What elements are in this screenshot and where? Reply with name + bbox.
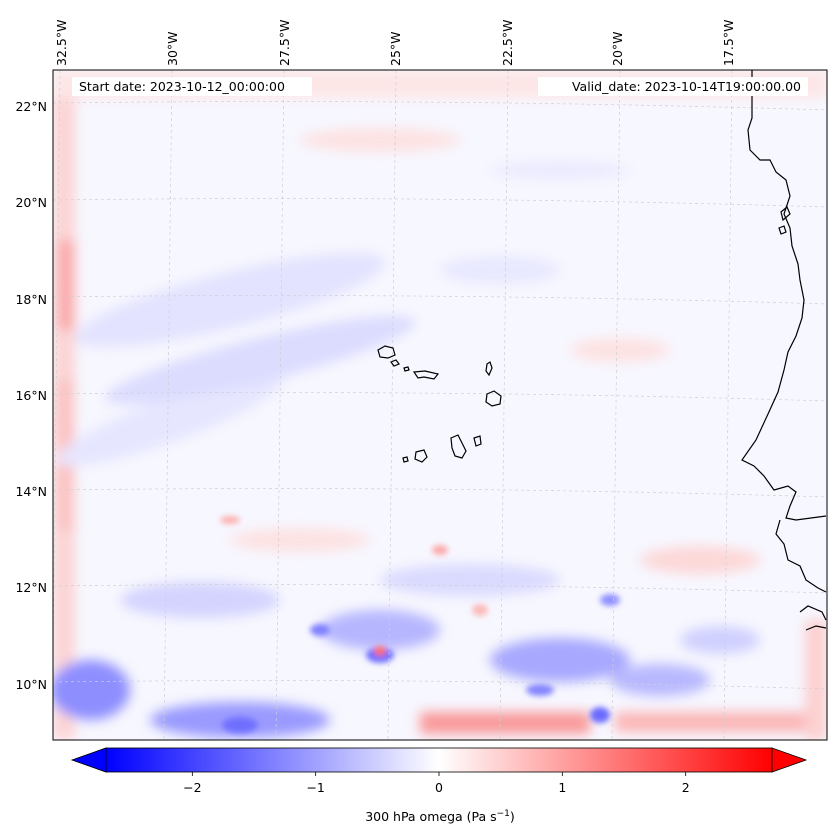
start-date-box [72, 77, 312, 96]
lat-tick-label: 22°N [15, 99, 47, 114]
map-panel: Start date: 2023-10-12_00:00:00 Valid_da… [53, 70, 827, 740]
cape-verde-sao-vicente [390, 359, 400, 367]
colorbar-tick-label: 1 [558, 780, 566, 795]
start-date-label: Start date: 2023-10-12_00:00:00 [79, 79, 285, 94]
cape-verde-santa-luzia [403, 366, 410, 372]
lat-tick-label: 16°N [15, 388, 47, 403]
lat-tick-label: 18°N [15, 292, 47, 307]
lon-tick-label: 27.5°W [277, 20, 292, 66]
colorbar-tick-label: 2 [682, 780, 690, 795]
lon-tick-label: 30°W [165, 31, 180, 66]
lat-tick-label: 12°N [15, 580, 47, 595]
cape-verde-brava [402, 456, 409, 463]
colorbar-ticks: −2 −1 0 1 2 [183, 772, 690, 795]
colorbar-max-extension [771, 747, 808, 773]
valid-date-label: Valid_date: 2023-10-14T19:00:00.00 [572, 79, 801, 94]
lon-tick-label: 20°W [610, 31, 625, 66]
cape-verde-fogo [414, 449, 428, 463]
omega-field-detail [220, 516, 620, 733]
colorbar-title-exp: −1 [497, 809, 510, 819]
colorbar-tick-label: −1 [306, 780, 324, 795]
cape-verde-sao-nicolau [412, 370, 440, 380]
cape-verde-santo-antao [377, 345, 396, 359]
colorbar-title: 300 hPa omega (Pa s−1) [365, 809, 515, 824]
cape-verde-sal [485, 361, 493, 377]
lat-tick-label: 20°N [15, 195, 47, 210]
africa-coastline [741, 70, 827, 631]
cape-verde-boa-vista [485, 390, 502, 407]
colorbar-title-main: 300 hPa omega (Pa s [365, 809, 496, 824]
valid-date-box [538, 77, 808, 96]
lon-tick-label: 25°W [388, 31, 403, 66]
lon-tick-label: 17.5°W [721, 20, 736, 66]
gorée-coastline [778, 206, 791, 235]
coastlines [377, 70, 827, 631]
lon-tick-label: 22.5°W [500, 20, 515, 66]
colorbar-tick-label: 0 [435, 780, 443, 795]
lon-tick-label: 32.5°W [54, 20, 69, 66]
colorbar: −2 −1 0 1 2 300 hPa omega (Pa s−1) [70, 747, 808, 824]
colorbar-tick-label: −2 [183, 780, 201, 795]
map-frame [52, 69, 828, 741]
latitude-labels: 22°N 20°N 18°N 16°N 14°N 12°N 10°N [15, 99, 47, 692]
lat-tick-label: 14°N [15, 484, 47, 499]
lat-tick-label: 10°N [15, 677, 47, 692]
colorbar-min-extension [70, 747, 107, 773]
cape-verde-maio [473, 435, 482, 447]
colorbar-title-close: ) [510, 809, 515, 824]
cape-verde-santiago [450, 434, 467, 459]
colorbar-ramp [105, 747, 773, 773]
longitude-labels: 32.5°W 30°W 27.5°W 25°W 22.5°W 20°W 17.5… [54, 20, 736, 66]
